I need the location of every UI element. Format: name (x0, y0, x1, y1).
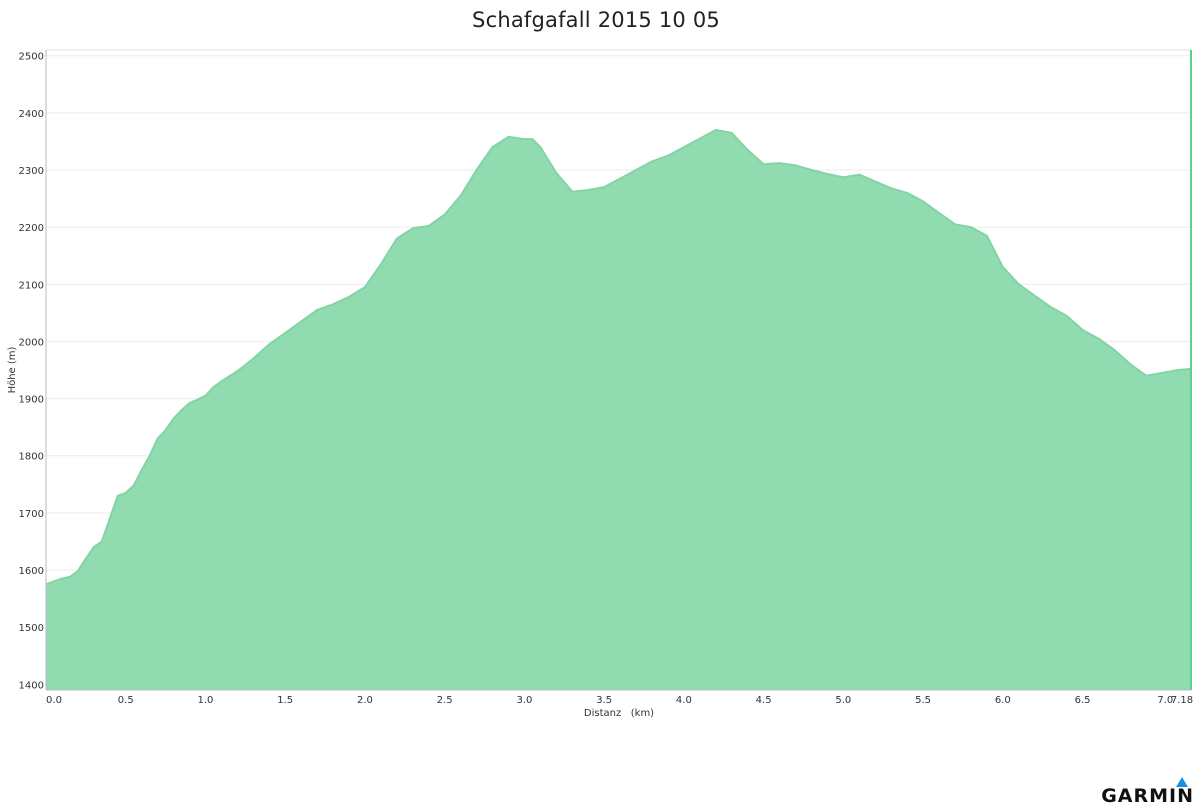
y-tick-label: 1600 (19, 566, 44, 577)
y-tick-label: 1700 (19, 509, 44, 520)
chart-title: Schafgafall 2015 10 05 (472, 8, 720, 32)
garmin-triangle-icon (1176, 777, 1188, 787)
x-tick-label: 3.5 (596, 695, 612, 706)
garmin-logo-text: GARMIN (1101, 785, 1194, 807)
x-tick-label: 5.0 (835, 695, 851, 706)
x-tick-label: 0.5 (118, 695, 134, 706)
elevation-area (46, 130, 1191, 690)
y-tick-label: 1500 (19, 623, 44, 634)
x-tick-label: 6.0 (995, 695, 1011, 706)
x-tick-label: 3.0 (516, 695, 532, 706)
y-tick-label: 2400 (19, 109, 44, 120)
y-tick-label: 2200 (19, 223, 44, 234)
x-tick-label: 1.5 (277, 695, 293, 706)
y-tick-label: 2100 (19, 280, 44, 291)
x-tick-label: 4.0 (676, 695, 692, 706)
x-tick-label: 5.5 (915, 695, 931, 706)
x-tick-label: 2.0 (357, 695, 373, 706)
x-axis-ticks: 0.0 0.5 1.0 1.5 2.0 2.5 3.0 3.5 4.0 4.5 5.0 5.5 6.0 6… (46, 695, 1193, 706)
x-axis-title: Distanz (km) (584, 708, 654, 719)
y-tick-label: 2300 (19, 166, 44, 177)
garmin-logo: GARMIN (1084, 777, 1194, 807)
x-tick-label: 7.18 (1171, 695, 1193, 706)
x-tick-label: 2.5 (437, 695, 453, 706)
y-axis-ticks: 1400 1500 1600 1700 1800 1900 2000 2100 2200 2300… (19, 52, 44, 692)
x-tick-label: 1.0 (198, 695, 214, 706)
elevation-line (45, 129, 1192, 586)
y-axis-title: Höhe (m) (7, 346, 18, 393)
x-tick-label: 7.0 (1157, 695, 1173, 706)
y-tick-label: 2500 (19, 52, 44, 63)
x-tick-label: 6.5 (1075, 695, 1091, 706)
y-tick-label: 1400 (19, 680, 44, 691)
y-tick-label: 1800 (19, 452, 44, 463)
x-tick-label: 4.5 (756, 695, 772, 706)
x-tick-label: 0.0 (46, 695, 62, 706)
y-tick-label: 2000 (19, 337, 44, 348)
y-tick-label: 1900 (19, 395, 44, 406)
